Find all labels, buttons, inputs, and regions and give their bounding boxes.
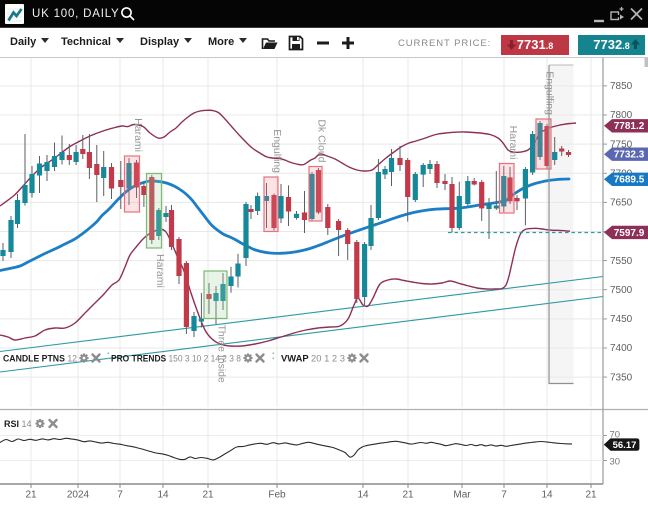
svg-text:21: 21 <box>202 490 214 501</box>
svg-text:7: 7 <box>117 490 123 501</box>
svg-text:Mar: Mar <box>453 490 471 501</box>
svg-text:7450: 7450 <box>610 314 633 325</box>
svg-text:7800: 7800 <box>610 110 633 121</box>
svg-text:7689.5: 7689.5 <box>614 175 645 186</box>
svg-text:7500: 7500 <box>610 285 633 296</box>
svg-text:14: 14 <box>157 490 169 501</box>
svg-text:RSI 14: RSI 14 <box>4 419 32 429</box>
svg-text:21: 21 <box>402 490 414 501</box>
svg-text:Harami: Harami <box>154 254 166 288</box>
svg-text:Three Inside: Three Inside <box>216 325 228 384</box>
svg-text:14: 14 <box>541 490 553 501</box>
svg-text:CANDLE PTNS 12: CANDLE PTNS 12 <box>3 354 77 364</box>
svg-text:30: 30 <box>610 456 621 467</box>
svg-text:7: 7 <box>501 490 507 501</box>
svg-text:7781.2: 7781.2 <box>614 121 645 132</box>
svg-text:PRO TRENDS 150 3 10 2 14 2 3 8: PRO TRENDS 150 3 10 2 14 2 3 8 <box>111 354 241 364</box>
svg-text:7597.9: 7597.9 <box>614 228 645 239</box>
svg-text:21: 21 <box>25 490 37 501</box>
svg-text:70: 70 <box>610 429 621 440</box>
svg-text:21: 21 <box>585 490 597 501</box>
svg-text:7650: 7650 <box>610 198 633 209</box>
svg-text:Dk Cloud: Dk Cloud <box>316 119 328 162</box>
svg-text:14: 14 <box>357 490 369 501</box>
svg-text:VWAP 20 1 2 3: VWAP 20 1 2 3 <box>281 354 345 364</box>
svg-text:7400: 7400 <box>610 343 633 354</box>
svg-text:2024: 2024 <box>67 490 90 501</box>
svg-text:7350: 7350 <box>610 372 633 383</box>
svg-text:7850: 7850 <box>610 81 633 92</box>
svg-text:Feb: Feb <box>268 490 286 501</box>
svg-text:7550: 7550 <box>610 256 633 267</box>
svg-text:7750: 7750 <box>610 139 633 150</box>
svg-text:7732.3: 7732.3 <box>614 150 645 161</box>
svg-text:Harami: Harami <box>507 126 519 160</box>
svg-text:56.17: 56.17 <box>613 440 637 451</box>
svg-text:Engulfing: Engulfing <box>271 129 283 173</box>
svg-text:Harami: Harami <box>132 118 144 152</box>
